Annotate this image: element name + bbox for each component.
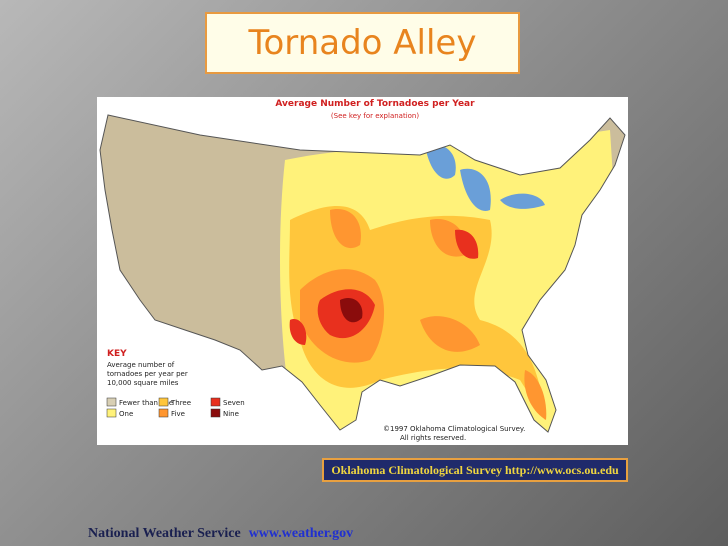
footer: National Weather Service www.weather.gov <box>88 526 353 542</box>
key-swatch <box>210 408 221 418</box>
key-swatch <box>158 408 169 418</box>
map-title: Average Number of Tornadoes per Year <box>275 99 475 109</box>
key-swatch <box>210 397 221 407</box>
source-credit: Oklahoma Climatological Survey http://ww… <box>322 458 628 482</box>
key-label: Nine <box>223 410 239 418</box>
key-description: Average number of <box>107 361 175 369</box>
key-swatch <box>158 397 169 407</box>
copyright: All rights reserved. <box>400 434 466 442</box>
key-label: Five <box>171 410 185 418</box>
map-subtitle: (See key for explanation) <box>331 112 419 120</box>
key-swatch <box>106 408 117 418</box>
key-label: Seven <box>223 399 245 407</box>
copyright: ©1997 Oklahoma Climatological Survey. <box>383 425 525 433</box>
key-heading: KEY <box>107 349 127 359</box>
key-label: Three <box>170 399 191 407</box>
key-description: tornadoes per year per <box>107 370 188 378</box>
footer-org: National Weather Service <box>88 526 241 541</box>
slide-title: Tornado Alley <box>205 12 520 74</box>
key-label: Fewer than one <box>119 399 173 407</box>
key-description: 10,000 square miles <box>107 379 179 387</box>
tornado-map: Average Number of Tornadoes per Year (Se… <box>97 97 628 445</box>
key-label: One <box>119 410 133 418</box>
footer-url[interactable]: www.weather.gov <box>248 526 354 541</box>
key-swatch <box>106 397 117 407</box>
